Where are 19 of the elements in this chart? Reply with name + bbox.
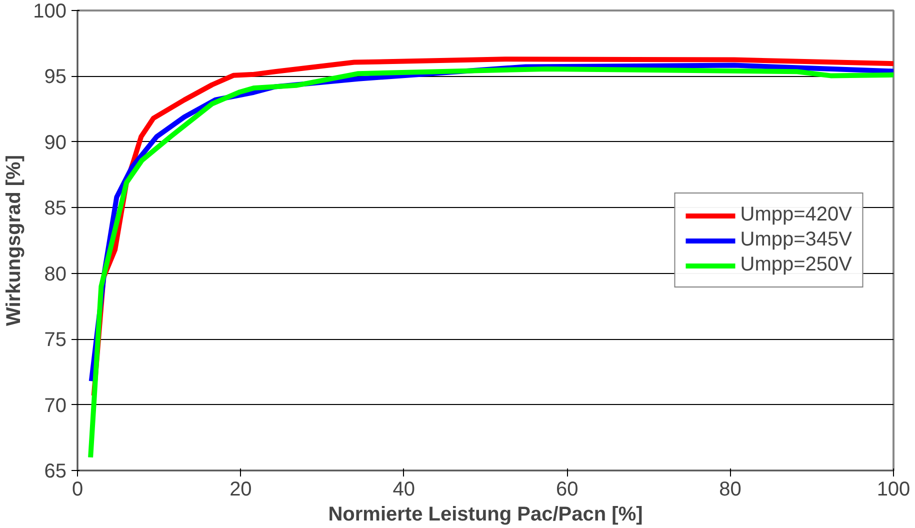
y-tick-label: 95 bbox=[44, 66, 67, 88]
y-tick-label: 90 bbox=[44, 132, 67, 154]
x-tick-label: 100 bbox=[876, 478, 910, 500]
x-tick-label: 20 bbox=[230, 478, 252, 500]
y-tick-label: 85 bbox=[44, 198, 67, 220]
x-axis-title: Normierte Leistung Pac/Pacn [%] bbox=[328, 504, 643, 526]
legend-label: Umpp=250V bbox=[740, 254, 852, 276]
x-tick-label: 60 bbox=[556, 478, 578, 500]
x-tick-label: 40 bbox=[392, 478, 416, 500]
x-tick-label: 80 bbox=[719, 478, 742, 500]
y-tick-label: 70 bbox=[44, 394, 67, 417]
y-tick-label: 65 bbox=[44, 460, 67, 482]
y-tick-label: 75 bbox=[44, 329, 67, 352]
legend-label: Umpp=345V bbox=[740, 228, 852, 252]
y-tick-label: 80 bbox=[44, 263, 67, 286]
legend-label: Umpp=420V bbox=[740, 204, 852, 226]
x-tick-label: 0 bbox=[72, 478, 84, 500]
y-axis-title: Wirkungsgrad [%] bbox=[3, 155, 26, 326]
y-tick-label: 100 bbox=[33, 0, 67, 22]
